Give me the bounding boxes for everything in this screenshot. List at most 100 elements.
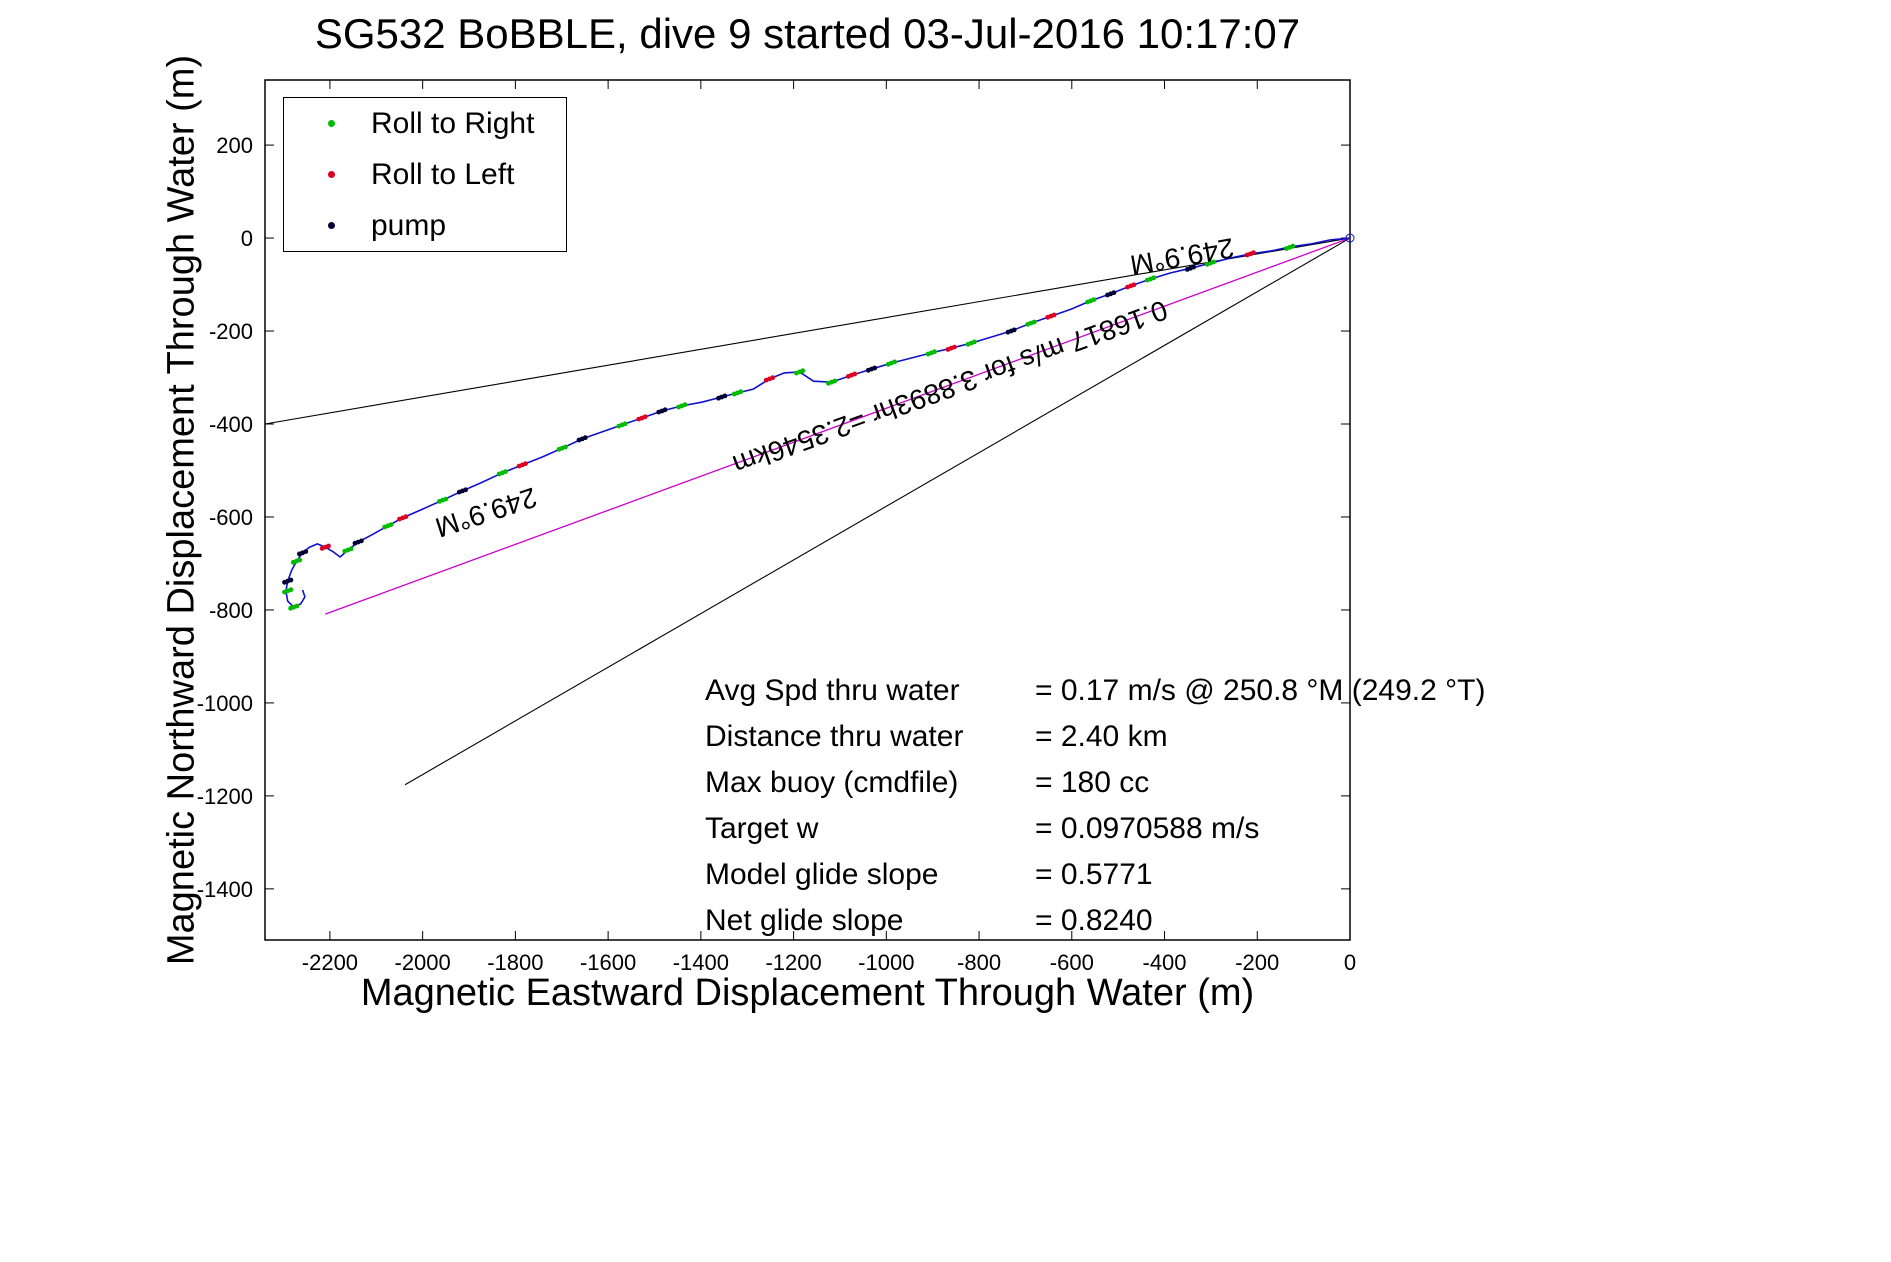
track-marker [294, 603, 300, 609]
stat-label: Avg Spd thru water [705, 674, 960, 707]
x-tick-label: -1800 [487, 950, 543, 975]
track-marker [832, 378, 838, 384]
legend-item-pump: pump [284, 200, 566, 251]
track-marker [443, 496, 449, 502]
plot-box [264, 79, 1351, 941]
stat-net-glide-slope: Net glide slope = 0.8240 [705, 898, 1485, 944]
legend-label: Roll to Left [371, 157, 515, 191]
track-marker [972, 339, 977, 345]
track-marker [682, 402, 688, 408]
legend-item-roll-right: Roll to Right [284, 98, 566, 149]
track-marker [800, 368, 806, 374]
x-axis-label: Magnetic Eastward Displacement Through W… [360, 972, 1255, 1014]
track-marker [303, 549, 309, 554]
track-marker [463, 487, 469, 493]
track-marker [872, 365, 878, 371]
pump-marker-icon [328, 222, 335, 229]
x-tick-label: -1200 [765, 950, 821, 975]
track-marker [359, 538, 364, 544]
x-tick-label: -600 [1050, 950, 1094, 975]
track-marker [622, 421, 628, 427]
bearing-wedge-upper-line [264, 237, 1351, 425]
legend-item-roll-left: Roll to Left [284, 149, 566, 200]
y-tick-label: -1400 [197, 877, 253, 902]
roll-right-marker-icon [328, 120, 335, 127]
legend-label: pump [371, 208, 447, 242]
stat-label: Model glide slope [705, 858, 939, 891]
stat-target-w: Target w = 0.0970588 m/s [705, 806, 1485, 852]
track-marker [503, 469, 508, 474]
y-axis-label: Magnetic Northward Displacement Through … [160, 54, 203, 966]
stat-value: = 0.8240 [1035, 904, 1153, 937]
x-tick-label: -1400 [673, 950, 729, 975]
chart-title: SG532 BoBBLE, dive 9 started 03-Jul-2016… [314, 10, 1301, 57]
track-marker [288, 577, 294, 583]
track-marker [738, 389, 744, 395]
avg-displacement-line [325, 237, 1351, 615]
track-marker [1131, 282, 1137, 288]
track-marker [952, 344, 957, 350]
stat-label: Distance thru water [705, 720, 964, 753]
track-marker [288, 587, 294, 593]
stat-value: = 0.0970588 m/s [1035, 812, 1260, 845]
roll-left-marker-icon [328, 171, 335, 178]
stat-label: Net glide slope [705, 904, 904, 937]
track-marker [852, 371, 858, 377]
track-marker [1111, 290, 1117, 296]
stat-value: = 0.17 m/s @ 250.8 °M (249.2 °T) [1035, 674, 1486, 707]
x-tick-label: -800 [957, 950, 1001, 975]
plot-legend: Roll to Right Roll to Left pump [283, 97, 567, 252]
track-marker [642, 414, 648, 420]
stat-avg-speed: Avg Spd thru water = 0.17 m/s @ 250.8 °M… [705, 668, 1485, 714]
track-marker [770, 375, 776, 381]
track-marker [1151, 275, 1157, 281]
track-marker [1211, 259, 1216, 265]
track-marker [1011, 327, 1017, 333]
track-marker [582, 435, 588, 441]
legend-label: Roll to Right [371, 106, 535, 140]
track-marker [1091, 297, 1097, 302]
x-tick-label: 0 [1344, 950, 1356, 975]
y-tick-label: -800 [209, 598, 253, 623]
y-tick-label: -200 [209, 319, 253, 344]
stat-distance: Distance thru water = 2.40 km [705, 714, 1485, 760]
x-tick-label: -200 [1235, 950, 1279, 975]
y-tick-label: -1000 [197, 691, 253, 716]
stat-label: Max buoy (cmdfile) [705, 766, 959, 799]
track-marker [388, 522, 394, 527]
track-marker [892, 359, 897, 365]
track-marker [932, 349, 937, 355]
y-tick-label: -600 [209, 505, 253, 530]
origin-marker [1345, 233, 1355, 243]
track-marker [662, 407, 668, 413]
stat-label: Target w [705, 812, 819, 845]
x-tick-label: -1600 [580, 950, 636, 975]
dive-track [285, 237, 1351, 609]
stat-value: = 180 cc [1035, 766, 1150, 799]
track-marker [523, 461, 528, 467]
track-marker [297, 557, 303, 563]
track-marker [326, 543, 331, 549]
track-marker [563, 444, 568, 450]
stat-max-buoy: Max buoy (cmdfile) = 180 cc [705, 760, 1485, 806]
track-marker [1191, 264, 1197, 270]
y-tick-label: 0 [241, 226, 253, 251]
y-tick-label: -400 [209, 412, 253, 437]
track-marker [1290, 243, 1296, 249]
stat-value: = 0.5771 [1035, 858, 1153, 891]
track-marker [722, 393, 728, 399]
track-marker [348, 546, 354, 552]
x-tick-label: -1000 [858, 950, 914, 975]
x-tick-label: -2000 [395, 950, 451, 975]
x-tick-label: -400 [1143, 950, 1187, 975]
dive-stats-block: Avg Spd thru water = 0.17 m/s @ 250.8 °M… [705, 668, 1485, 944]
x-tick-label: -2200 [302, 950, 358, 975]
y-tick-label: -1200 [197, 784, 253, 809]
stat-value: = 2.40 km [1035, 720, 1168, 753]
track-marker [1251, 250, 1256, 256]
y-tick-label: 200 [216, 133, 253, 158]
model-glide-slope-line [404, 237, 1351, 786]
track-marker [1051, 312, 1057, 318]
